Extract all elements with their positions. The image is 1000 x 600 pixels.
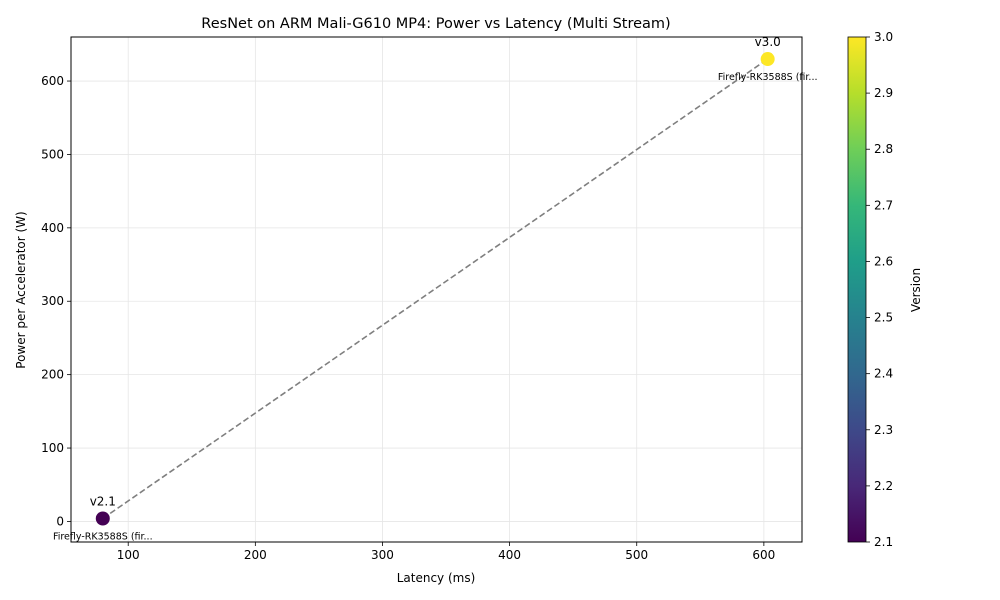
colorbar-tick-label: 3.0 bbox=[874, 30, 893, 44]
colorbar-ticks: 2.1 2.2 2.3 2.4 2.5 2.6 2.7 2.8 2.9 3.0 bbox=[866, 30, 893, 549]
colorbar-gradient bbox=[847, 36, 867, 543]
x-tick-label: 200 bbox=[244, 548, 267, 562]
plot-frame bbox=[70, 36, 803, 543]
y-tick-label: 100 bbox=[41, 441, 64, 455]
system-label: Firefly-RK3588S (fir... bbox=[53, 532, 153, 543]
chart-title: ResNet on ARM Mali-G610 MP4: Power vs La… bbox=[201, 16, 670, 32]
version-label: v3.0 bbox=[755, 35, 781, 49]
connector-line bbox=[102, 58, 769, 520]
x-axis: 100 200 300 400 500 600 bbox=[117, 542, 775, 562]
data-points: v2.1 Firefly-RK3588S (fir... v3.0 Firefly-R… bbox=[53, 35, 818, 542]
x-tick-label: 500 bbox=[625, 548, 648, 562]
colorbar-tick-label: 2.4 bbox=[874, 367, 893, 381]
colorbar-tick-label: 2.5 bbox=[874, 311, 893, 325]
y-tick-label: 500 bbox=[41, 147, 64, 161]
data-point bbox=[760, 52, 775, 67]
x-tick-label: 100 bbox=[117, 548, 140, 562]
colorbar-tick-label: 2.7 bbox=[874, 198, 893, 212]
colorbar-label: Version bbox=[909, 268, 923, 312]
y-tick-label: 200 bbox=[41, 368, 64, 382]
x-axis-label: Latency (ms) bbox=[397, 571, 476, 585]
colorbar-tick-label: 2.6 bbox=[874, 254, 893, 268]
colorbar: 2.1 2.2 2.3 2.4 2.5 2.6 2.7 2.8 2.9 3.0 Version bbox=[847, 30, 923, 549]
y-tick-label: 600 bbox=[41, 74, 64, 88]
y-axis-label: Power per Accelerator (W) bbox=[14, 211, 28, 368]
colorbar-tick-label: 2.3 bbox=[874, 423, 893, 437]
data-point bbox=[95, 511, 110, 526]
y-tick-label: 300 bbox=[41, 294, 64, 308]
x-tick-label: 400 bbox=[498, 548, 521, 562]
grid bbox=[71, 37, 802, 542]
y-tick-label: 400 bbox=[41, 221, 64, 235]
colorbar-tick-label: 2.8 bbox=[874, 142, 893, 156]
y-axis: 0 100 200 300 400 500 600 bbox=[41, 74, 71, 528]
x-tick-label: 300 bbox=[371, 548, 394, 562]
y-tick-label: 0 bbox=[56, 514, 64, 528]
colorbar-tick-label: 2.9 bbox=[874, 86, 893, 100]
system-label: Firefly-RK3588S (fir... bbox=[718, 72, 818, 83]
colorbar-tick-label: 2.2 bbox=[874, 479, 893, 493]
colorbar-tick-label: 2.1 bbox=[874, 535, 893, 549]
x-tick-label: 600 bbox=[752, 548, 775, 562]
version-label: v2.1 bbox=[90, 495, 116, 509]
